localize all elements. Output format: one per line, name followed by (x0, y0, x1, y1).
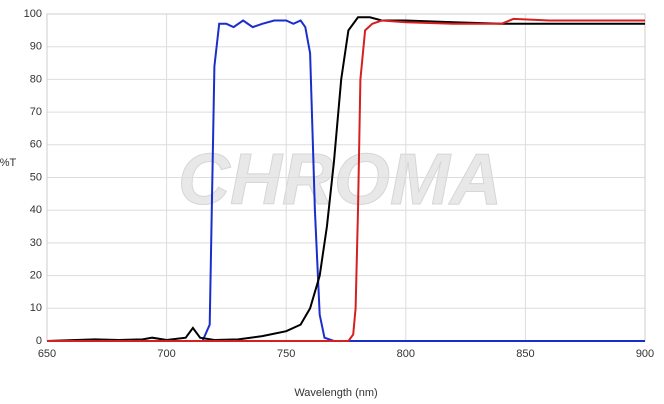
x-tick-label: 900 (636, 348, 654, 360)
y-tick-label: 30 (30, 237, 42, 249)
series-line (46, 16, 645, 342)
y-tick-label: 70 (30, 106, 42, 118)
y-tick-label: 60 (30, 139, 42, 151)
x-tick-label: 700 (157, 348, 175, 360)
y-tick-label: 50 (30, 171, 42, 183)
watermark: CHROMA (178, 140, 502, 220)
x-tick-label: 800 (397, 348, 415, 360)
y-tick-label: 20 (30, 270, 42, 282)
y-tick-label: 40 (30, 204, 42, 216)
y-tick-label: 0 (36, 335, 42, 347)
x-tick-label: 650 (38, 348, 56, 360)
x-axis-label: Wavelength (nm) (294, 387, 377, 399)
series-line (47, 17, 645, 342)
x-tick-label: 850 (516, 348, 534, 360)
y-tick-label: 100 (24, 8, 42, 20)
y-tick-label: 10 (30, 302, 42, 314)
x-tick-label: 750 (277, 348, 295, 360)
y-tick-label: 80 (30, 73, 42, 85)
y-tick-label: 90 (30, 41, 42, 53)
y-axis-label: %T (0, 157, 17, 169)
